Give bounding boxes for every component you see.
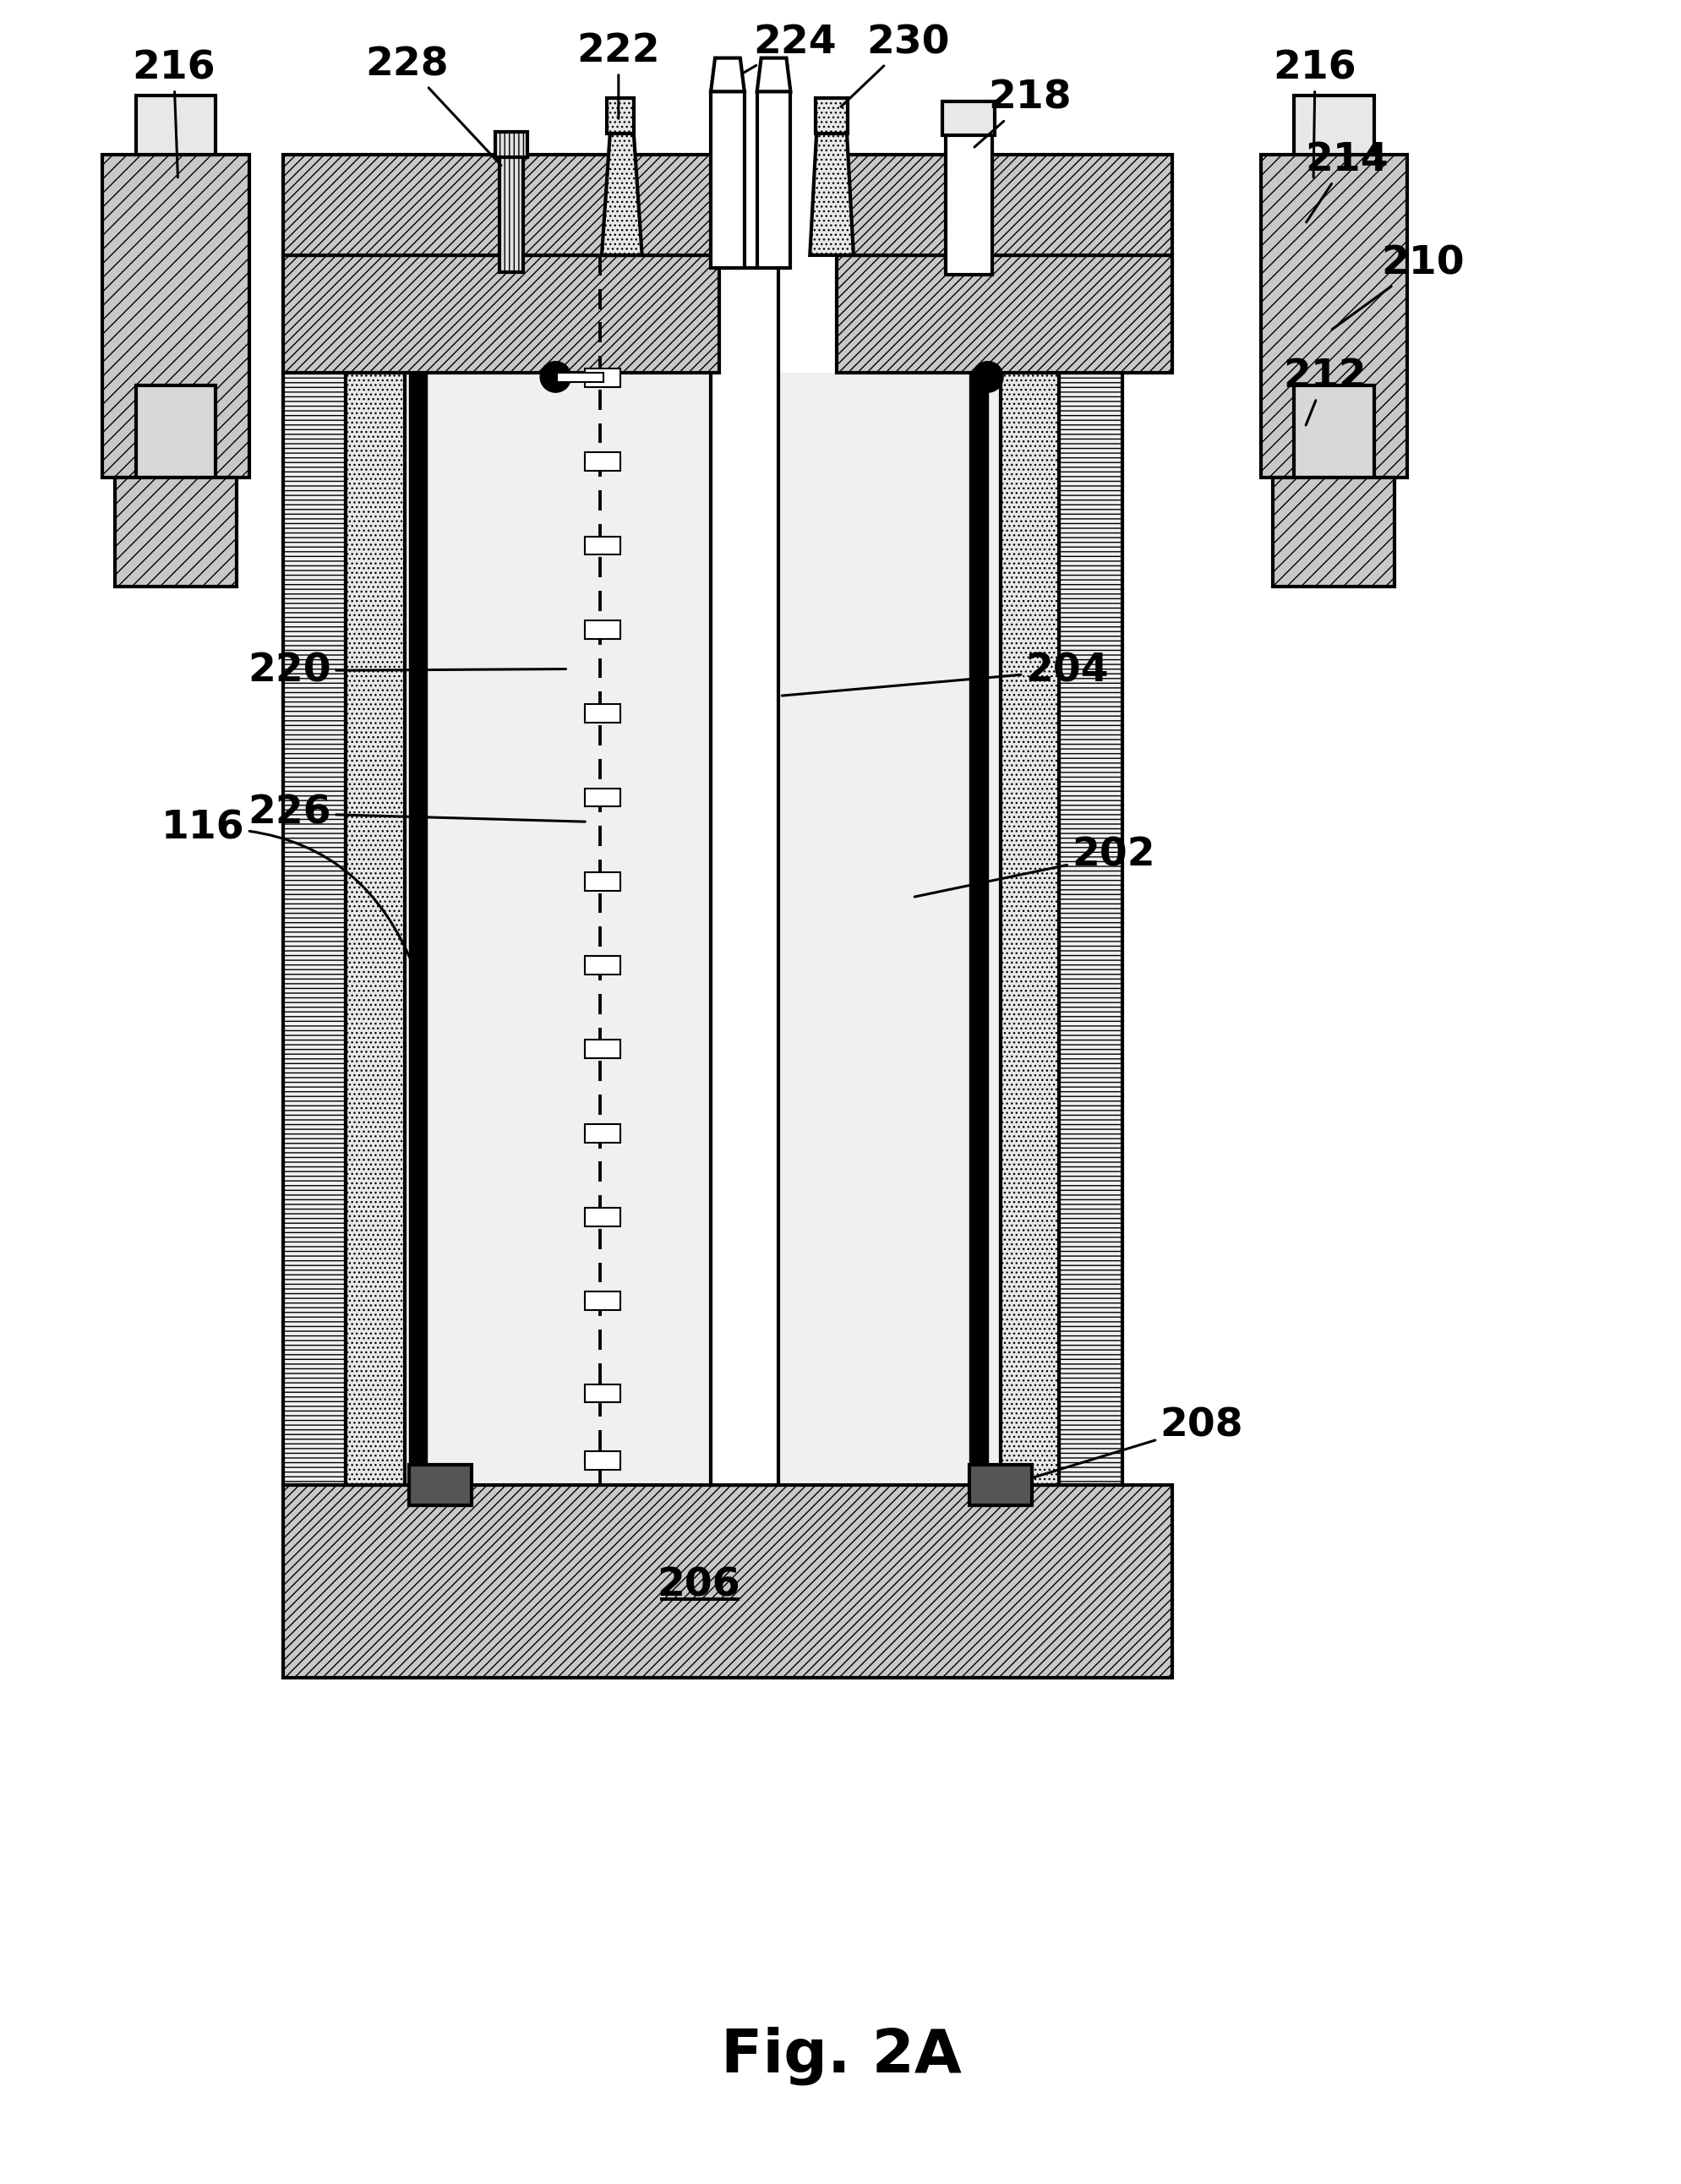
- Polygon shape: [756, 59, 790, 92]
- Bar: [585, 369, 620, 387]
- Circle shape: [972, 363, 1002, 391]
- Polygon shape: [810, 131, 852, 256]
- Bar: [585, 1291, 620, 1310]
- Bar: [837, 155, 1172, 256]
- Text: 216: 216: [1273, 48, 1357, 177]
- Bar: [1293, 96, 1373, 155]
- Bar: [815, 98, 847, 133]
- Bar: [499, 155, 523, 273]
- Text: 224: 224: [741, 24, 835, 74]
- Text: 204: 204: [782, 651, 1108, 697]
- Polygon shape: [711, 59, 745, 92]
- Bar: [837, 256, 1172, 373]
- Text: 230: 230: [840, 24, 950, 107]
- Bar: [103, 155, 249, 478]
- Bar: [494, 131, 526, 157]
- Bar: [756, 92, 790, 269]
- Bar: [585, 1208, 620, 1225]
- Bar: [556, 373, 603, 382]
- Bar: [585, 452, 620, 472]
- Text: 218: 218: [973, 79, 1071, 146]
- Polygon shape: [602, 131, 642, 256]
- Bar: [405, 373, 1000, 1485]
- Text: 210: 210: [1331, 245, 1464, 330]
- Bar: [585, 703, 620, 723]
- Bar: [1273, 478, 1394, 587]
- Bar: [114, 478, 237, 587]
- Text: 202: 202: [914, 836, 1155, 898]
- Bar: [585, 957, 620, 974]
- Bar: [1261, 155, 1407, 478]
- Bar: [585, 871, 620, 891]
- Text: 220: 220: [249, 651, 565, 690]
- Bar: [585, 788, 620, 806]
- Bar: [968, 373, 987, 1485]
- Bar: [408, 1465, 471, 1505]
- Bar: [585, 1125, 620, 1142]
- Bar: [945, 131, 992, 275]
- Bar: [711, 269, 778, 1485]
- Bar: [1059, 373, 1121, 1485]
- Text: 208: 208: [1034, 1406, 1242, 1476]
- Bar: [136, 96, 215, 155]
- Bar: [346, 373, 405, 1485]
- Bar: [1293, 384, 1373, 478]
- Bar: [282, 373, 346, 1485]
- Bar: [585, 620, 620, 638]
- Text: 116: 116: [161, 810, 414, 970]
- Bar: [585, 537, 620, 555]
- Bar: [585, 1385, 620, 1402]
- Text: 228: 228: [365, 46, 501, 166]
- Bar: [408, 373, 427, 1485]
- Text: 214: 214: [1304, 142, 1389, 223]
- Bar: [136, 384, 215, 478]
- Text: 216: 216: [133, 48, 215, 177]
- Text: 206: 206: [656, 1566, 740, 1605]
- Bar: [585, 1450, 620, 1470]
- Text: 226: 226: [249, 795, 585, 832]
- Text: 212: 212: [1283, 358, 1367, 426]
- Bar: [1000, 373, 1059, 1485]
- Bar: [941, 103, 993, 135]
- Bar: [607, 98, 634, 133]
- Text: 222: 222: [577, 33, 661, 118]
- Bar: [968, 1465, 1032, 1505]
- Bar: [282, 1485, 1172, 1677]
- Text: Fig. 2A: Fig. 2A: [719, 2027, 962, 2086]
- Bar: [282, 155, 719, 256]
- Bar: [585, 1040, 620, 1059]
- Circle shape: [540, 363, 570, 391]
- Bar: [711, 92, 745, 269]
- Bar: [282, 256, 719, 373]
